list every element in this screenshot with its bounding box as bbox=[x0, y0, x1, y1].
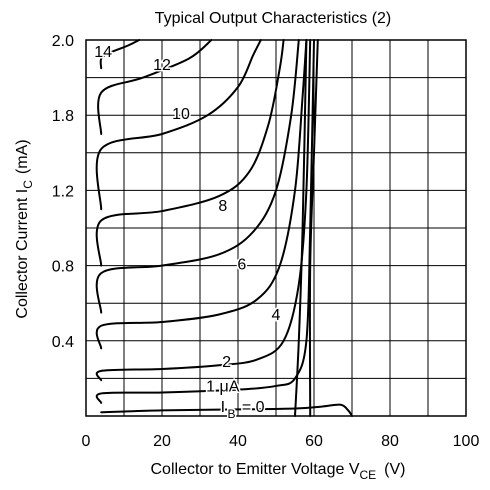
curves bbox=[95, 39, 353, 417]
x-tick-label: 0 bbox=[82, 433, 91, 450]
curve-line-0 bbox=[100, 403, 353, 417]
y-tick-label: 1.2 bbox=[52, 183, 74, 200]
curve-label-6: 2 bbox=[222, 354, 231, 371]
y-tick-labels: 0.4 0.8 1.2 1.8 2.0 bbox=[52, 33, 74, 351]
curve-label-4: 6 bbox=[237, 256, 246, 273]
curve-label-10: = 0 bbox=[242, 399, 265, 416]
curve-line-4 bbox=[95, 39, 300, 314]
y-axis-label-subscript: C bbox=[21, 180, 35, 189]
grid bbox=[86, 40, 466, 416]
x-tick-label: 100 bbox=[453, 433, 480, 450]
x-axis-label: Collector to Emitter Voltage VCE (V) bbox=[151, 461, 406, 482]
curve-label-9: B bbox=[228, 407, 236, 421]
curve-label-5: 4 bbox=[272, 307, 281, 324]
y-axis-label-unit: (mA) bbox=[14, 139, 31, 174]
curve-label-0: 14 bbox=[94, 44, 112, 61]
x-tick-label: 20 bbox=[153, 433, 171, 450]
curve-label-2: 10 bbox=[172, 106, 190, 123]
x-axis-label-unit: (V) bbox=[384, 461, 405, 478]
curve-line-10 bbox=[308, 39, 319, 417]
y-tick-label: 1.8 bbox=[52, 108, 74, 125]
y-tick-label: 2.0 bbox=[52, 33, 74, 50]
curve-label-7: 1 μA bbox=[206, 379, 240, 396]
chart-title: Typical Output Characteristics (2) bbox=[155, 10, 392, 27]
curve-line-7 bbox=[97, 39, 213, 135]
y-tick-label: 0.4 bbox=[52, 334, 74, 351]
curve-label-8: I bbox=[221, 399, 225, 416]
x-tick-label: 60 bbox=[305, 433, 323, 450]
curve-labels: 14 12 10 8 6 4 2 1 μA I B = 0 bbox=[93, 42, 282, 422]
curve-line-2 bbox=[95, 39, 312, 382]
curve-label-1: 12 bbox=[153, 57, 171, 74]
curve-line-9 bbox=[294, 39, 308, 417]
curve-line-3 bbox=[95, 39, 308, 350]
y-tick-label: 0.8 bbox=[52, 259, 74, 276]
curve-line-5 bbox=[95, 39, 285, 267]
plot-border bbox=[85, 39, 467, 417]
x-tick-label: 80 bbox=[381, 433, 399, 450]
curve-line-1 bbox=[95, 39, 315, 404]
curve-label-3: 8 bbox=[218, 198, 227, 215]
curve-line-6 bbox=[95, 39, 262, 211]
y-axis-label: Collector Current IC(mA) bbox=[14, 139, 35, 318]
x-tick-label: 40 bbox=[229, 433, 247, 450]
curve-line-8 bbox=[99, 39, 141, 70]
x-axis-label-subscript: CE bbox=[359, 468, 376, 482]
x-tick-labels: 0 20 40 60 80 100 bbox=[82, 433, 480, 450]
